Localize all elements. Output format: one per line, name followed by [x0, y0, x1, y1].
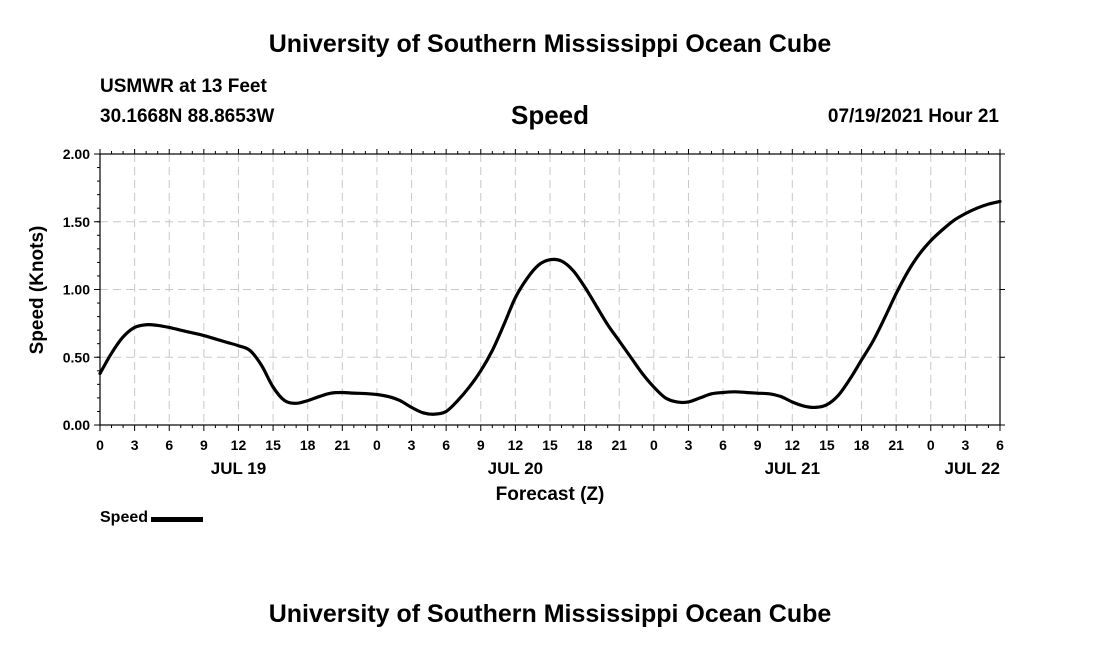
datetime-label: 07/19/2021 Hour 21	[827, 106, 999, 127]
x-tick-label: 15	[542, 437, 558, 453]
chart-title: Speed	[510, 100, 590, 130]
x-tick-label: 9	[200, 437, 208, 453]
y-tick-label: 1.00	[63, 282, 90, 298]
station-label: USMWR at 13 Feet	[100, 76, 267, 97]
x-tick-label: 21	[335, 437, 351, 453]
date-label: JUL 19	[211, 459, 266, 478]
x-tick-label: 3	[408, 437, 416, 453]
x-tick-label: 21	[888, 437, 904, 453]
coordinates-label: 30.1668N 88.8653W	[100, 106, 275, 127]
legend: Speed	[100, 509, 204, 527]
y-tick-label: 1.50	[63, 214, 90, 230]
page-title: University of Southern Mississippi Ocean…	[268, 30, 832, 58]
x-tick-label: 0	[927, 437, 935, 453]
x-tick-label: 0	[96, 437, 104, 453]
x-tick-label: 18	[577, 437, 593, 453]
x-tick-label: 12	[231, 437, 247, 453]
y-tick-label: 0.50	[63, 349, 90, 365]
x-tick-label: 12	[785, 437, 801, 453]
x-tick-label: 6	[165, 437, 173, 453]
x-tick-label: 6	[719, 437, 727, 453]
x-tick-label: 18	[854, 437, 870, 453]
x-tick-label: 9	[477, 437, 485, 453]
x-tick-label: 6	[996, 437, 1004, 453]
x-tick-label: 15	[265, 437, 281, 453]
legend-line-swatch	[151, 517, 204, 522]
y-axis-label: Speed (Knots)	[27, 226, 48, 355]
date-label: JUL 22	[945, 459, 1000, 478]
x-tick-label: 18	[300, 437, 316, 453]
footer-title: University of Southern Mississippi Ocean…	[268, 600, 832, 628]
x-tick-label: 12	[508, 437, 524, 453]
axis-ticks	[94, 149, 1005, 431]
y-tick-label: 2.00	[63, 146, 90, 162]
x-tick-label: 3	[131, 437, 139, 453]
legend-label: Speed	[100, 509, 149, 526]
axis-labels: 0 3 6 9 12 15 18 21 0 3 6 9 12 15 18 21 0 3 6 9 12 15 18 21 0 3 6 J…	[63, 146, 1004, 478]
x-tick-label: 9	[754, 437, 762, 453]
x-tick-label: 0	[373, 437, 381, 453]
x-tick-label: 3	[685, 437, 693, 453]
date-label: JUL 20	[488, 459, 543, 478]
x-tick-label: 21	[611, 437, 627, 453]
x-axis-label: Forecast (Z)	[496, 484, 605, 505]
x-tick-label: 15	[819, 437, 835, 453]
x-tick-label: 0	[650, 437, 658, 453]
x-tick-label: 6	[442, 437, 450, 453]
grid-lines	[100, 154, 1000, 425]
date-label: JUL 21	[765, 459, 820, 478]
y-tick-label: 0.00	[63, 417, 90, 433]
x-tick-label: 3	[961, 437, 969, 453]
speed-series-line	[98, 199, 1002, 416]
